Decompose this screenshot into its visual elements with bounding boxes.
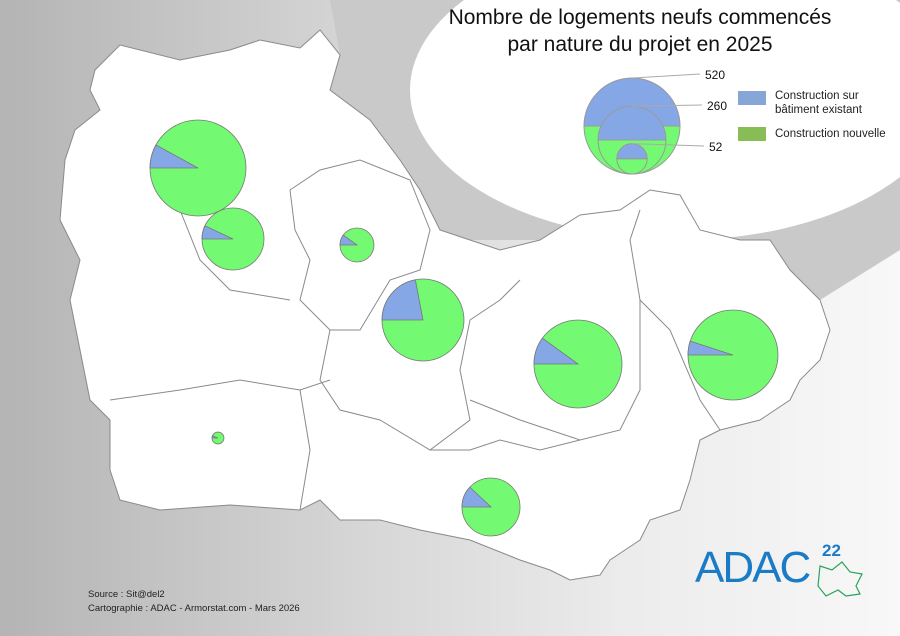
legend-size-520: 520 bbox=[705, 68, 726, 82]
pie-slice-existing bbox=[533, 337, 580, 365]
legend-leader-line bbox=[631, 104, 703, 107]
pie-slice-existing bbox=[461, 486, 493, 508]
source-text: Source : Sit@del2 bbox=[88, 589, 165, 600]
legend-circles bbox=[583, 73, 705, 175]
adac-logo-number: 22 bbox=[822, 541, 841, 560]
pie-slice-existing bbox=[149, 144, 199, 169]
legend-circle-new bbox=[616, 158, 648, 175]
pie-slice-existing bbox=[381, 279, 424, 321]
legend-label: Construction sur bbox=[775, 90, 859, 102]
map-title: Nombre de logements neufs commencés par … bbox=[420, 4, 860, 58]
legend-label: bâtiment existant bbox=[775, 104, 862, 116]
pie-slice-existing bbox=[687, 340, 734, 356]
legend-swatch-existing bbox=[738, 91, 766, 105]
pie-layer bbox=[149, 119, 779, 537]
title-line-2: par nature du projet en 2025 bbox=[507, 33, 773, 56]
legend-size-260: 260 bbox=[707, 99, 728, 113]
legend-label: Construction nouvelle bbox=[775, 128, 886, 140]
legend-size-52: 52 bbox=[709, 140, 723, 154]
legend-leader-line bbox=[631, 73, 701, 79]
pie-slice-existing bbox=[211, 435, 219, 439]
adac-logo: ADAC bbox=[695, 543, 811, 592]
commune-boundaries bbox=[109, 159, 721, 511]
title-line-1: Nombre de logements neufs commencés bbox=[448, 6, 832, 29]
legend-leader-line bbox=[631, 143, 705, 147]
credit-text: Cartographie : ADAC - Armorstat.com - Ma… bbox=[88, 603, 300, 614]
pie-slice-existing bbox=[201, 225, 234, 240]
legend-item-existing: Construction sur bâtiment existant bbox=[738, 89, 862, 117]
department-shape-icon bbox=[817, 561, 863, 597]
pie-slice-existing bbox=[339, 234, 359, 246]
legend-swatch-new bbox=[738, 127, 766, 141]
legend-item-new: Construction nouvelle bbox=[738, 127, 886, 141]
